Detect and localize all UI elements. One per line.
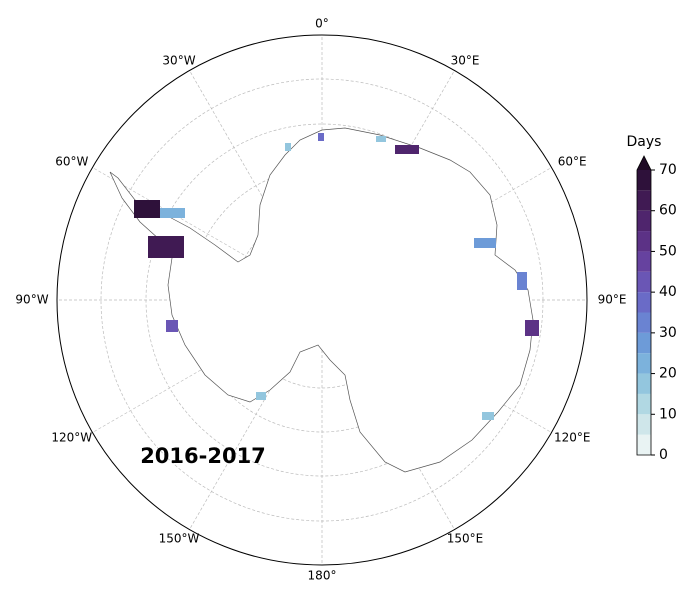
colorbar-title: Days bbox=[627, 134, 662, 150]
colorbar-tick-label: 30 bbox=[659, 325, 677, 341]
melt-patch bbox=[395, 145, 419, 154]
meridian bbox=[189, 70, 323, 301]
colorbar-tick-label: 0 bbox=[659, 447, 668, 463]
lon-label: 90°W bbox=[15, 293, 48, 307]
melt-patch bbox=[474, 238, 496, 248]
colorbar-band bbox=[637, 170, 651, 191]
lon-label: 120°E bbox=[554, 431, 591, 445]
melt-patch bbox=[517, 272, 527, 290]
colorbar-tick-label: 40 bbox=[659, 284, 677, 300]
melt-patch bbox=[166, 320, 178, 332]
colorbar-band bbox=[637, 414, 651, 435]
melt-patch bbox=[160, 208, 185, 218]
colorbar-extension bbox=[637, 156, 651, 170]
melt-patches bbox=[134, 133, 539, 420]
melt-patch bbox=[134, 200, 160, 218]
melt-patch bbox=[256, 392, 266, 400]
lon-label: 30°E bbox=[451, 53, 480, 67]
melt-patch bbox=[376, 136, 386, 142]
colorbar-band bbox=[637, 332, 651, 354]
colorbar-band bbox=[637, 231, 651, 252]
melt-patch bbox=[482, 412, 494, 420]
lon-label: 60°E bbox=[558, 155, 587, 169]
colorbar-outline bbox=[636, 155, 652, 456]
melt-patch bbox=[525, 320, 539, 336]
colorbar-tick-label: 20 bbox=[659, 366, 677, 382]
lon-label: 0° bbox=[315, 17, 329, 31]
colorbar-band bbox=[637, 373, 651, 394]
melt-patch bbox=[318, 133, 324, 141]
map-boundary bbox=[56, 34, 588, 566]
colorbar-band bbox=[637, 312, 651, 333]
coastline bbox=[109, 127, 534, 473]
period-label: 2016-2017 bbox=[140, 444, 266, 468]
lon-label: 150°W bbox=[159, 532, 200, 546]
colorbar-band bbox=[637, 251, 651, 272]
colorbar-tick-label: 70 bbox=[659, 162, 677, 178]
colorbar-band bbox=[637, 271, 651, 293]
colorbar-band bbox=[637, 353, 651, 374]
lon-label: 150°E bbox=[447, 532, 484, 546]
colorbar-band bbox=[637, 393, 651, 415]
lon-label: 30°W bbox=[162, 53, 195, 67]
lon-label: 120°W bbox=[51, 431, 92, 445]
colorbar-band bbox=[637, 190, 651, 211]
meridian bbox=[189, 299, 323, 530]
meridian bbox=[92, 167, 323, 301]
colorbar-band bbox=[637, 210, 651, 232]
melt-patch bbox=[285, 143, 291, 151]
melt-patch bbox=[148, 236, 184, 258]
lon-label: 60°W bbox=[55, 155, 88, 169]
lon-label: 180° bbox=[308, 569, 337, 583]
colorbar-band bbox=[637, 434, 651, 455]
lon-label: 90°E bbox=[598, 293, 627, 307]
colorbar-tick-label: 50 bbox=[659, 243, 677, 259]
colorbar-band bbox=[637, 292, 651, 313]
colorbar-tick-label: 10 bbox=[659, 406, 677, 422]
colorbar-tick-label: 60 bbox=[659, 203, 677, 219]
